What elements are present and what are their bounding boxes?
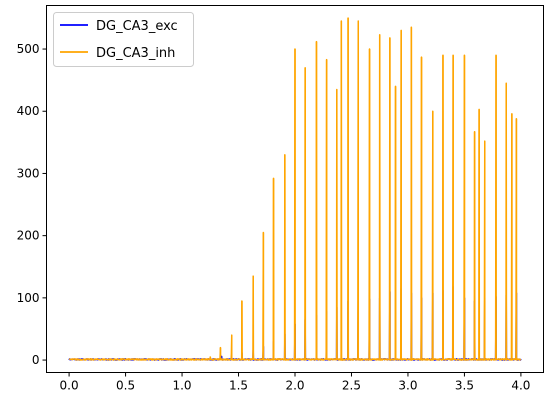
y-tick-label: 500	[17, 42, 40, 56]
x-tick-label: 0.0	[60, 379, 79, 393]
x-tick-label: 2.0	[285, 379, 304, 393]
x-tick-label: 1.5	[229, 379, 248, 393]
legend-label-exc: DG_CA3_exc	[96, 19, 178, 34]
x-tick-label: 1.0	[172, 379, 191, 393]
y-tick-label: 100	[17, 291, 40, 305]
y-tick-label: 200	[17, 229, 40, 243]
y-tick-label: 400	[17, 104, 40, 118]
x-tick-label: 3.0	[398, 379, 417, 393]
legend-label-inh: DG_CA3_inh	[96, 46, 175, 61]
legend-box	[53, 12, 194, 67]
x-tick-label: 2.5	[342, 379, 361, 393]
series-layer	[68, 17, 522, 361]
y-axis: 0 100 200 300 400 500	[17, 42, 47, 367]
x-tick-label: 3.5	[455, 379, 474, 393]
x-axis: 0.0 0.5 1.0 1.5 2.0 2.5 3.0 3.5 4.0	[60, 372, 530, 393]
x-tick-label: 4.0	[511, 379, 530, 393]
y-tick-label: 300	[17, 166, 40, 180]
y-tick-label: 0	[32, 353, 40, 367]
legend: DG_CA3_exc DG_CA3_inh	[53, 12, 194, 67]
series-line-inh	[68, 17, 522, 361]
x-tick-label: 0.5	[116, 379, 135, 393]
